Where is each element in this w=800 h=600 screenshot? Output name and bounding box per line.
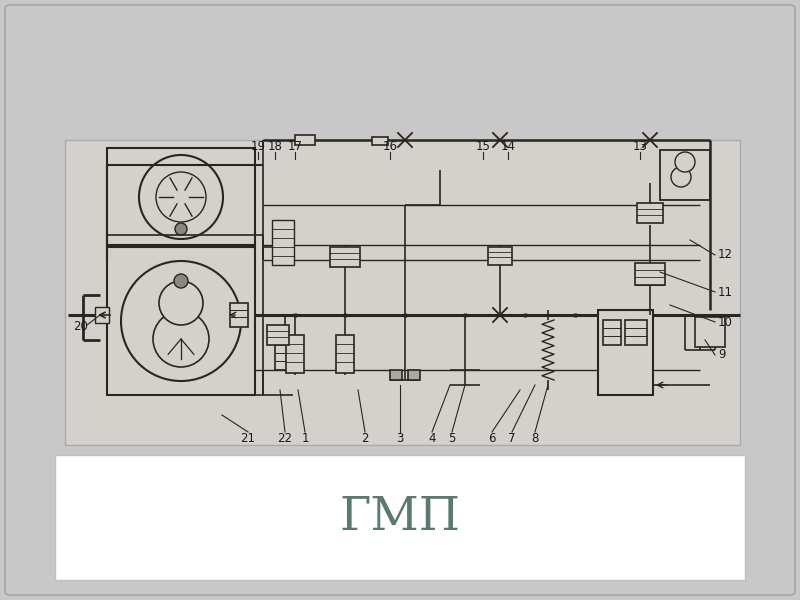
Text: 8: 8 bbox=[531, 431, 538, 445]
Bar bbox=[107, 148, 255, 245]
Bar bbox=[372, 137, 388, 145]
Bar bbox=[336, 335, 354, 373]
Text: 22: 22 bbox=[278, 431, 293, 445]
Text: 6: 6 bbox=[488, 431, 496, 445]
Circle shape bbox=[174, 274, 188, 288]
Text: 14: 14 bbox=[501, 140, 515, 154]
Circle shape bbox=[675, 152, 695, 172]
Circle shape bbox=[153, 311, 209, 367]
Circle shape bbox=[139, 155, 223, 239]
Text: 10: 10 bbox=[718, 316, 733, 329]
Circle shape bbox=[156, 172, 206, 222]
Bar bbox=[230, 303, 248, 327]
Text: 13: 13 bbox=[633, 140, 647, 154]
Text: 15: 15 bbox=[475, 140, 490, 154]
Bar bbox=[107, 247, 255, 395]
Bar bbox=[55, 455, 745, 580]
Text: 1: 1 bbox=[302, 431, 309, 445]
Bar bbox=[488, 247, 512, 265]
Bar bbox=[275, 345, 295, 370]
Bar bbox=[637, 203, 663, 223]
Text: 16: 16 bbox=[382, 140, 398, 154]
Text: 5: 5 bbox=[448, 431, 456, 445]
Bar bbox=[65, 140, 740, 445]
Text: 2: 2 bbox=[362, 431, 369, 445]
Bar bbox=[635, 263, 665, 285]
Text: 12: 12 bbox=[718, 248, 733, 262]
Bar bbox=[272, 220, 294, 265]
Text: 18: 18 bbox=[267, 140, 282, 154]
Bar bbox=[330, 247, 360, 267]
Text: 7: 7 bbox=[508, 431, 516, 445]
Bar bbox=[695, 317, 725, 347]
Bar bbox=[660, 150, 710, 200]
Bar bbox=[286, 335, 304, 373]
Text: 17: 17 bbox=[287, 140, 302, 154]
Text: 21: 21 bbox=[241, 431, 255, 445]
Circle shape bbox=[175, 223, 187, 235]
Bar bbox=[625, 320, 647, 345]
Text: ГМП: ГМП bbox=[339, 494, 461, 539]
Circle shape bbox=[159, 281, 203, 325]
Text: 11: 11 bbox=[718, 286, 733, 298]
FancyBboxPatch shape bbox=[5, 5, 795, 595]
Bar bbox=[267, 325, 289, 345]
Circle shape bbox=[671, 167, 691, 187]
Bar bbox=[603, 320, 621, 345]
Text: 3: 3 bbox=[396, 431, 404, 445]
Bar bbox=[390, 370, 402, 380]
Circle shape bbox=[121, 261, 241, 381]
Bar bbox=[408, 370, 420, 380]
Bar bbox=[598, 310, 653, 395]
Text: 19: 19 bbox=[250, 140, 266, 154]
Text: 4: 4 bbox=[428, 431, 436, 445]
Text: 20: 20 bbox=[73, 320, 88, 334]
Text: 9: 9 bbox=[718, 349, 726, 361]
Bar bbox=[295, 135, 315, 145]
Bar bbox=[95, 307, 109, 323]
